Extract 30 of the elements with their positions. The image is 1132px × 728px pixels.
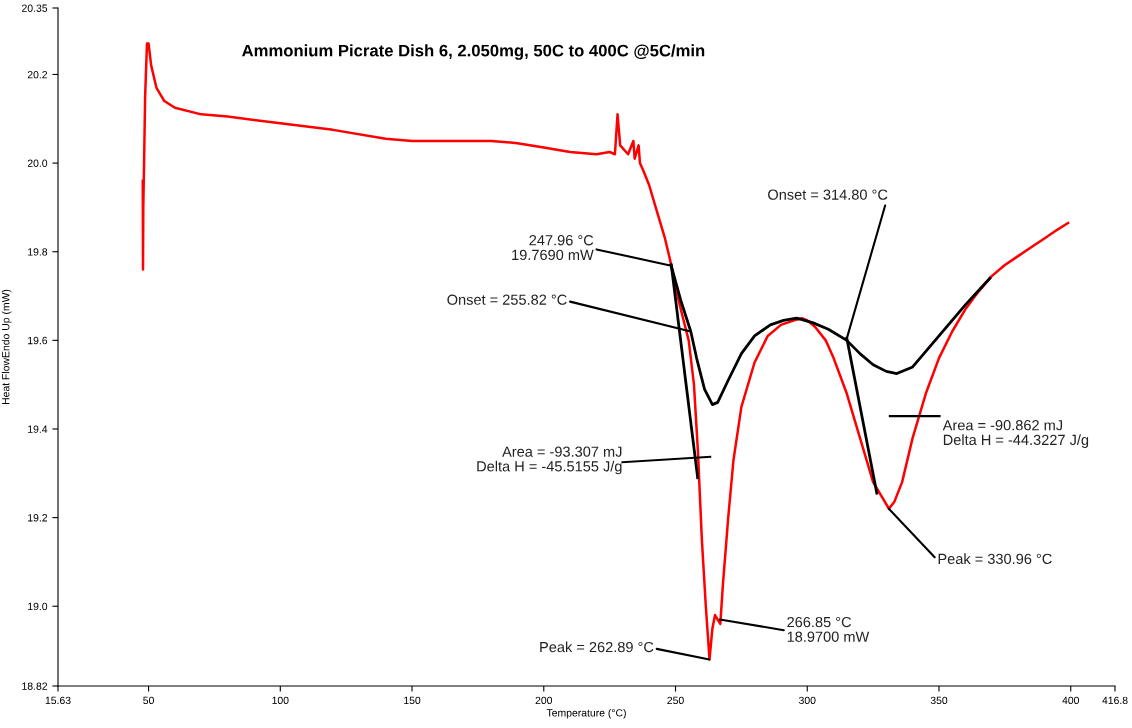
y-tick-label: 20.35	[22, 4, 48, 12]
y-axis-title: Heat FlowEndo Up (mW)	[1, 289, 12, 405]
x-tick-label: 50	[143, 696, 154, 705]
x-tick-label: 416.8	[1102, 696, 1128, 705]
annotation: Peak = 330.96 °C	[938, 553, 1052, 565]
x-tick-label: 100	[272, 696, 289, 705]
x-tick-label: 250	[667, 696, 684, 705]
annotation: Peak = 262.89 °C	[540, 641, 654, 653]
y-tick-label: 18.82	[22, 682, 48, 690]
y-tick-label: 20.0	[27, 159, 48, 167]
y-tick-label: 19.0	[28, 602, 48, 611]
annotation: Onset = 255.82 °C	[447, 294, 567, 305]
text: Ammonium Picrate Dish 6, 2.050mg, 50C to 400C @5C/min	[242, 44, 705, 60]
annotation: Area = -93.307 mJ Delta H = -45.5155 J/g	[477, 446, 622, 475]
annotation: 247.96 °C 19.7690 mW	[512, 235, 594, 261]
annotation: Area = -90.862 mJ Delta H = -44.3227 J/g	[942, 420, 1089, 448]
y-tick-label: 19.6	[28, 336, 48, 345]
x-tick-label: 150	[404, 696, 421, 705]
x-tick-label: 400	[1062, 696, 1080, 705]
x-tick-label: 15.63	[45, 696, 71, 705]
x-tick-label: 300	[798, 696, 816, 705]
y-tick-label: 19.4	[28, 425, 48, 433]
annotation: Onset = 314.80 °C	[768, 189, 888, 200]
y-tick-label: 19.8	[28, 248, 48, 256]
y-tick-label: 19.2	[28, 514, 48, 522]
x-tick-label: 200	[535, 696, 553, 705]
annotation: 266.85 °C 18.9700 mW	[787, 616, 870, 642]
x-axis-title: Temperature (°C)	[546, 708, 626, 719]
y-tick-label: 20.2	[27, 70, 48, 79]
x-tick-label: 350	[930, 696, 948, 705]
